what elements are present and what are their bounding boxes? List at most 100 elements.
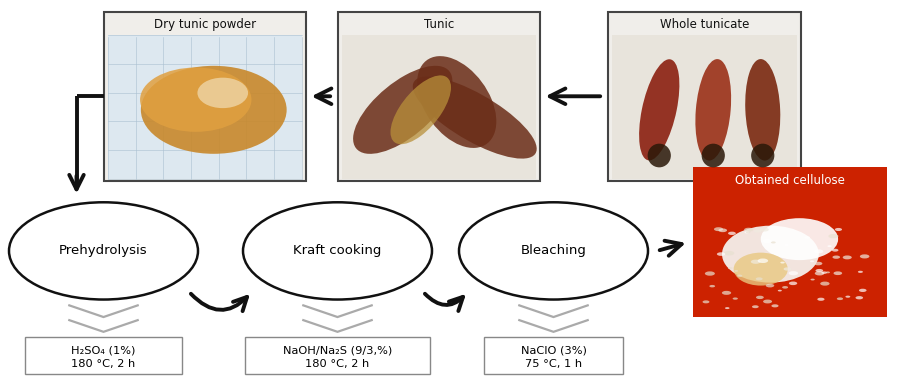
Circle shape: [784, 267, 791, 271]
Bar: [484, 337, 623, 374]
Text: Prehydrolysis: Prehydrolysis: [59, 244, 148, 258]
Circle shape: [718, 228, 727, 232]
Circle shape: [842, 256, 851, 259]
Text: 180 °C, 2 h: 180 °C, 2 h: [71, 359, 136, 369]
Ellipse shape: [648, 144, 670, 167]
Circle shape: [832, 249, 839, 252]
Ellipse shape: [140, 68, 251, 132]
Circle shape: [714, 227, 723, 231]
Ellipse shape: [9, 202, 198, 300]
Text: 75 °C, 1 h: 75 °C, 1 h: [525, 359, 582, 369]
Circle shape: [814, 262, 823, 265]
Circle shape: [744, 231, 750, 233]
Circle shape: [752, 305, 759, 308]
Ellipse shape: [734, 252, 788, 286]
Circle shape: [789, 282, 797, 285]
Circle shape: [771, 242, 776, 244]
Circle shape: [859, 289, 867, 292]
Circle shape: [805, 236, 810, 239]
Ellipse shape: [696, 59, 731, 161]
Circle shape: [725, 307, 730, 309]
Circle shape: [763, 300, 772, 303]
Circle shape: [762, 239, 772, 243]
Circle shape: [778, 290, 782, 291]
Circle shape: [788, 271, 798, 275]
Ellipse shape: [752, 144, 774, 167]
Circle shape: [832, 256, 840, 259]
Circle shape: [737, 275, 742, 277]
Ellipse shape: [702, 144, 724, 167]
Circle shape: [756, 296, 764, 299]
Bar: [612, 35, 796, 179]
Circle shape: [766, 284, 774, 287]
Circle shape: [811, 279, 814, 280]
Ellipse shape: [760, 218, 838, 260]
Circle shape: [815, 269, 824, 272]
Circle shape: [733, 298, 738, 300]
Circle shape: [828, 234, 839, 238]
Circle shape: [782, 286, 788, 289]
Circle shape: [709, 285, 716, 287]
Text: 180 °C, 2 h: 180 °C, 2 h: [305, 359, 370, 369]
Circle shape: [856, 296, 863, 300]
Text: Dry tunic powder: Dry tunic powder: [154, 18, 256, 30]
Text: Tunic: Tunic: [424, 18, 454, 30]
Circle shape: [860, 254, 869, 258]
Circle shape: [734, 270, 738, 272]
Ellipse shape: [745, 59, 780, 161]
Ellipse shape: [243, 202, 432, 300]
Circle shape: [751, 259, 760, 264]
Bar: [245, 337, 430, 374]
Bar: [338, 12, 540, 181]
Circle shape: [822, 272, 827, 274]
Circle shape: [717, 252, 725, 256]
Ellipse shape: [197, 78, 248, 108]
Circle shape: [835, 228, 842, 231]
Text: Obtained cellulose: Obtained cellulose: [734, 174, 845, 187]
Circle shape: [758, 258, 768, 263]
Circle shape: [703, 300, 709, 303]
Circle shape: [827, 245, 832, 247]
Text: Kraft cooking: Kraft cooking: [293, 244, 382, 258]
Ellipse shape: [639, 59, 680, 160]
Circle shape: [728, 231, 736, 235]
Bar: [104, 12, 306, 181]
Ellipse shape: [141, 66, 287, 154]
Circle shape: [820, 282, 830, 286]
Bar: [693, 167, 886, 317]
Text: NaOH/Na₂S (9/3,%): NaOH/Na₂S (9/3,%): [283, 345, 392, 356]
Circle shape: [771, 304, 778, 307]
Bar: [25, 337, 182, 374]
Circle shape: [833, 272, 842, 275]
Ellipse shape: [722, 226, 819, 282]
Circle shape: [760, 228, 769, 231]
Ellipse shape: [391, 75, 451, 144]
Bar: [608, 12, 801, 181]
Text: Whole tunicate: Whole tunicate: [660, 18, 749, 30]
Circle shape: [814, 271, 824, 275]
Circle shape: [817, 298, 824, 301]
Circle shape: [705, 272, 715, 276]
Circle shape: [814, 249, 824, 253]
Text: Bleaching: Bleaching: [520, 244, 587, 258]
Circle shape: [722, 291, 731, 295]
Text: H₂SO₄ (1%): H₂SO₄ (1%): [71, 345, 136, 356]
Ellipse shape: [353, 66, 453, 154]
Text: NaClO (3%): NaClO (3%): [520, 345, 587, 356]
Circle shape: [744, 228, 753, 232]
Ellipse shape: [413, 77, 536, 159]
Circle shape: [785, 244, 788, 246]
Circle shape: [845, 296, 850, 298]
Ellipse shape: [459, 202, 648, 300]
Ellipse shape: [418, 56, 496, 148]
Circle shape: [724, 251, 734, 256]
Circle shape: [728, 267, 733, 269]
Circle shape: [746, 231, 751, 233]
Circle shape: [810, 260, 814, 262]
Circle shape: [756, 277, 762, 280]
Bar: [342, 35, 536, 179]
Circle shape: [825, 272, 830, 273]
Circle shape: [754, 230, 761, 233]
Bar: [108, 35, 302, 179]
Circle shape: [858, 271, 863, 273]
